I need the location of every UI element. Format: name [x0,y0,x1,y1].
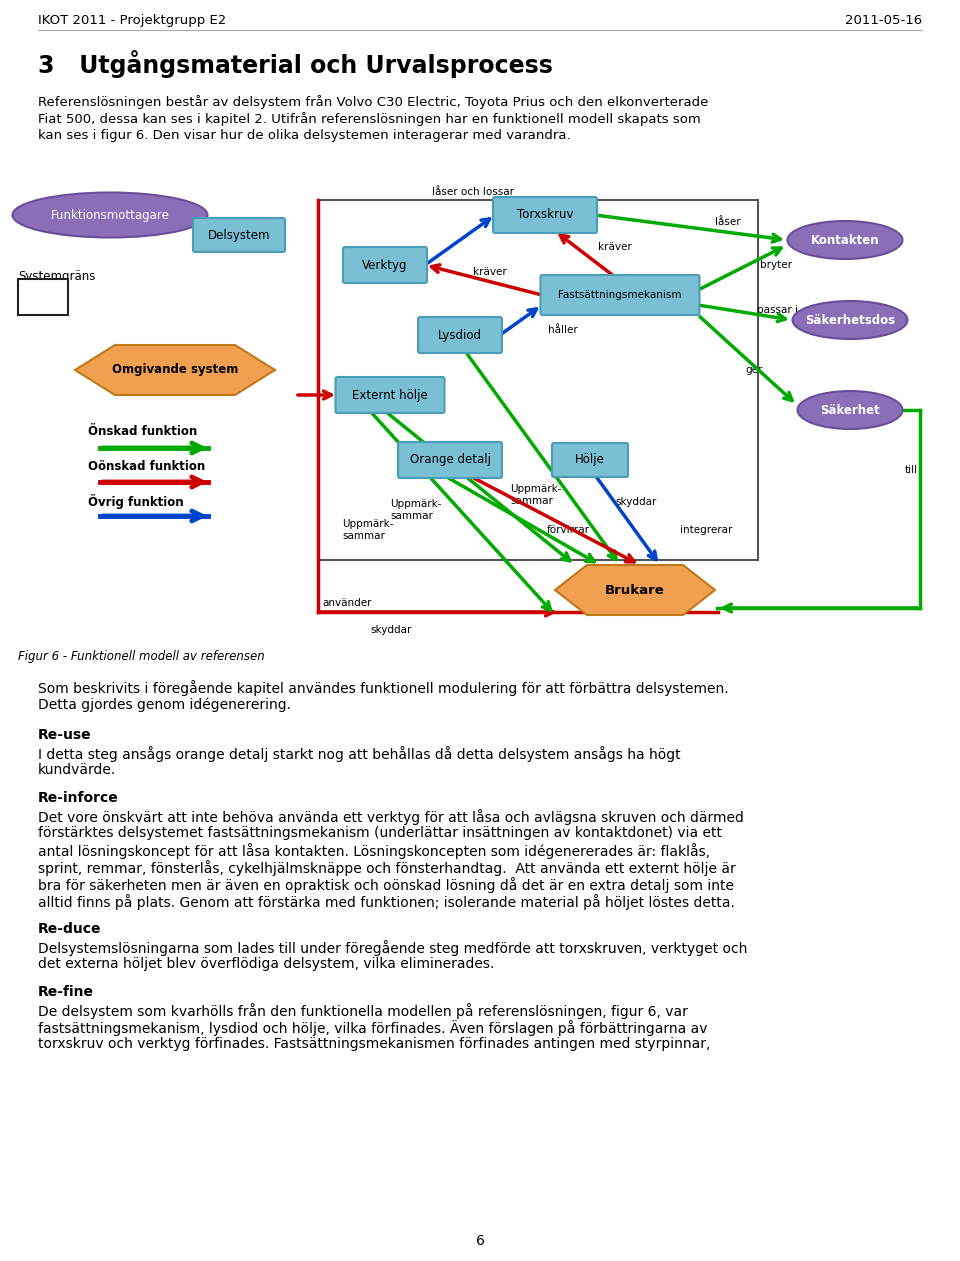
FancyBboxPatch shape [398,443,502,478]
Ellipse shape [798,391,902,429]
Text: Re-inforce: Re-inforce [38,791,119,805]
Text: Uppmärk-
sammar: Uppmärk- sammar [510,484,562,506]
FancyBboxPatch shape [343,247,427,282]
Text: I detta steg ansågs orange detalj starkt nog att behållas då detta delsystem ans: I detta steg ansågs orange detalj starkt… [38,747,681,762]
Text: låser och lossar: låser och lossar [432,187,514,197]
Text: Uppmärk-
sammar: Uppmärk- sammar [342,518,394,541]
FancyBboxPatch shape [193,218,285,252]
Text: De delsystem som kvarhölls från den funktionella modellen på referenslösningen, : De delsystem som kvarhölls från den funk… [38,1002,688,1019]
Text: Re-duce: Re-duce [38,922,102,936]
Text: sprint, remmar, fönsterlås, cykelhjälmsknäppe och fönsterhandtag.  Att använda e: sprint, remmar, fönsterlås, cykelhjälmsk… [38,860,735,876]
Text: bra för säkerheten men är även en opraktisk och oönskad lösning då det är en ext: bra för säkerheten men är även en oprakt… [38,876,734,893]
Text: Säkerhet: Säkerhet [820,404,880,416]
Text: förstärktes delsystemet fastsättningsmekanism (underlättar insättningen av konta: förstärktes delsystemet fastsättningsmek… [38,826,722,840]
Text: Säkerhetsdos: Säkerhetsdos [804,314,895,327]
Text: Delsystem: Delsystem [207,228,271,242]
Text: Re-use: Re-use [38,728,91,741]
Text: Lysdiod: Lysdiod [438,329,482,342]
Text: Figur 6 - Funktionell modell av referensen: Figur 6 - Funktionell modell av referens… [18,649,265,663]
Text: kundvärde.: kundvärde. [38,763,116,777]
FancyBboxPatch shape [540,275,700,315]
Text: IKOT 2011 - Projektgrupp E2: IKOT 2011 - Projektgrupp E2 [38,14,227,26]
Text: skyddar: skyddar [370,625,412,636]
Text: ger: ger [745,364,762,375]
Text: Funktionsmottagare: Funktionsmottagare [51,208,169,222]
Text: Kontakten: Kontakten [810,233,879,246]
Text: skyddar: skyddar [615,497,657,507]
Text: Torxskruv: Torxskruv [516,208,573,222]
Text: kräver: kräver [598,242,632,252]
Text: håller: håller [548,325,578,335]
Text: kan ses i figur 6. Den visar hur de olika delsystemen interagerar med varandra.: kan ses i figur 6. Den visar hur de olik… [38,129,570,142]
Text: använder: använder [322,598,372,608]
Text: Hölje: Hölje [575,454,605,467]
Text: Övrig funktion: Övrig funktion [88,494,183,509]
Text: Re-fine: Re-fine [38,985,94,999]
Text: Detta gjordes genom idégenerering.: Detta gjordes genom idégenerering. [38,699,291,712]
Text: det externa höljet blev överflödiga delsystem, vilka eliminerades.: det externa höljet blev överflödiga dels… [38,957,494,971]
FancyBboxPatch shape [335,377,444,414]
Text: Önskad funktion: Önskad funktion [88,425,197,438]
Text: alltid finns på plats. Genom att förstärka med funktionen; isolerande material p: alltid finns på plats. Genom att förstär… [38,894,734,910]
Text: låser: låser [715,217,740,227]
Polygon shape [75,346,275,395]
FancyBboxPatch shape [418,317,502,353]
FancyBboxPatch shape [552,443,628,477]
Text: Verktyg: Verktyg [362,259,408,271]
Text: förvirrar: förvirrar [547,525,590,535]
Text: Orange detalj: Orange detalj [410,454,491,467]
Text: Systemgräns: Systemgräns [18,270,95,282]
Text: Fastsättningsmekanism: Fastsättningsmekanism [559,290,682,300]
Ellipse shape [793,301,907,339]
Bar [318,200,758,560]
Text: Referenslösningen består av delsystem från Volvo C30 Electric, Toyota Prius och : Referenslösningen består av delsystem fr… [38,95,708,108]
Text: bryter: bryter [760,260,792,270]
Text: Omgivande system: Omgivande system [111,363,238,377]
Text: Det vore önskvärt att inte behöva använda ett verktyg för att låsa och avlägsna : Det vore önskvärt att inte behöva använd… [38,810,744,825]
Text: till: till [905,465,918,475]
Text: Uppmärk-
sammar: Uppmärk- sammar [390,499,442,521]
Text: fastsättningsmekanism, lysdiod och hölje, vilka förfinades. Även förslagen på fö: fastsättningsmekanism, lysdiod och hölje… [38,1020,708,1037]
Text: integrerar: integrerar [680,525,732,535]
Polygon shape [555,565,715,615]
Text: 6: 6 [475,1235,485,1248]
Text: 3   Utgångsmaterial och Urvalsprocess: 3 Utgångsmaterial och Urvalsprocess [38,50,553,78]
Text: Delsystemslösningarna som lades till under föregående steg medförde att torxskru: Delsystemslösningarna som lades till und… [38,939,748,956]
Text: Som beskrivits i föregående kapitel användes funktionell modulering för att förb: Som beskrivits i föregående kapitel anvä… [38,680,729,696]
Text: Externt hölje: Externt hölje [352,388,428,401]
Ellipse shape [12,193,207,237]
Text: Oönskad funktion: Oönskad funktion [88,460,205,473]
Bar [18,279,68,315]
Text: Fiat 500, dessa kan ses i kapitel 2. Utifrån referenslösningen har en funktionel: Fiat 500, dessa kan ses i kapitel 2. Uti… [38,112,701,126]
Text: 2011-05-16: 2011-05-16 [845,14,922,26]
Ellipse shape [787,221,902,259]
Text: passar i: passar i [757,305,798,315]
Text: kräver: kräver [473,267,507,277]
FancyBboxPatch shape [493,197,597,233]
Text: torxskruv och verktyg förfinades. Fastsättningsmekanismen förfinades antingen me: torxskruv och verktyg förfinades. Fastsä… [38,1037,710,1050]
Text: Brukare: Brukare [605,584,665,596]
Text: antal lösningskoncept för att låsa kontakten. Lösningskoncepten som idégenererad: antal lösningskoncept för att låsa konta… [38,844,710,859]
